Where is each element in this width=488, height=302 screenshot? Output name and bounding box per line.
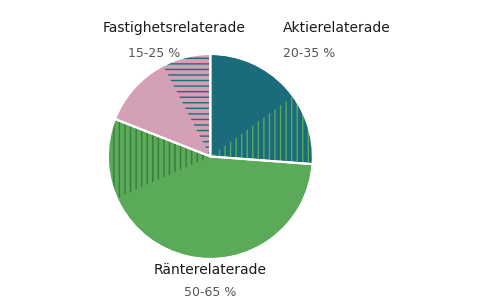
Wedge shape [210,96,312,164]
Wedge shape [210,54,312,164]
Text: 15-25 %: 15-25 % [127,47,180,60]
Wedge shape [163,54,210,156]
Text: Fastighetsrelaterade: Fastighetsrelaterade [102,21,244,35]
Text: Aktierelaterade: Aktierelaterade [283,21,390,35]
Wedge shape [115,54,210,156]
Text: 50-65 %: 50-65 % [184,286,236,299]
Text: Ränterelaterade: Ränterelaterade [154,263,266,277]
Wedge shape [108,119,312,259]
Text: 20-35 %: 20-35 % [283,47,334,60]
Wedge shape [108,119,210,198]
